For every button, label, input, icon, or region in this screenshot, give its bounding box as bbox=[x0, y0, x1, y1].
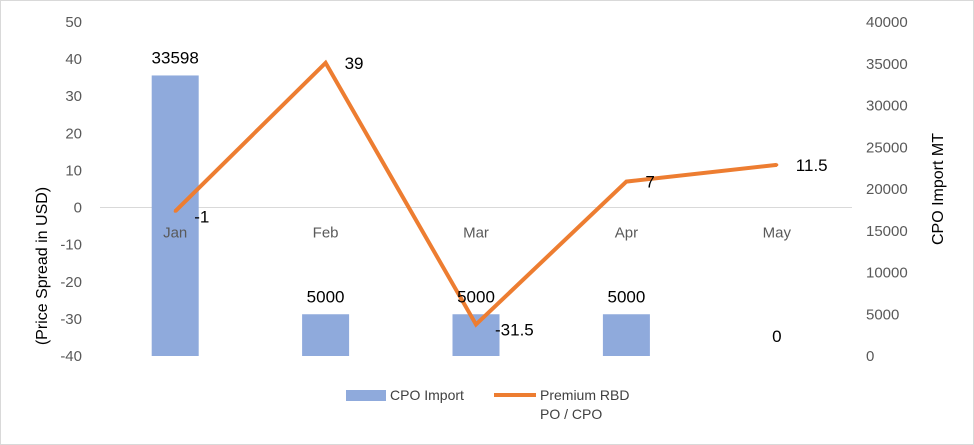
legend-label-premium-line2: PO / CPO bbox=[540, 406, 602, 422]
bar bbox=[302, 314, 350, 356]
category-label: Mar bbox=[463, 225, 489, 242]
category-label: Apr bbox=[615, 225, 638, 242]
bar-data-label: 5000 bbox=[607, 287, 645, 306]
bar-data-label: 0 bbox=[772, 327, 781, 346]
left-tick-label: -40 bbox=[60, 348, 82, 365]
left-tick-label: 20 bbox=[65, 125, 82, 142]
category-label: May bbox=[763, 225, 792, 242]
category-label: Jan bbox=[163, 225, 187, 242]
legend: CPO Import Premium RBD PO / CPO bbox=[346, 387, 629, 422]
line-point bbox=[775, 163, 779, 167]
left-tick-label: -10 bbox=[60, 237, 82, 254]
series-line bbox=[173, 59, 778, 328]
line-data-label: -31.5 bbox=[495, 320, 534, 339]
line-point bbox=[324, 61, 328, 65]
line-data-labels: -1 39 -31.5 7 11.5 bbox=[194, 54, 827, 340]
bar-data-label: 5000 bbox=[307, 287, 345, 306]
bar-data-label: 33598 bbox=[152, 48, 199, 67]
left-tick-label: 50 bbox=[65, 14, 82, 31]
line-series-premium bbox=[173, 59, 779, 328]
right-tick-label: 5000 bbox=[866, 306, 899, 323]
bar-series-cpo-import bbox=[151, 75, 650, 357]
right-tick-label: 35000 bbox=[866, 56, 908, 73]
left-tick-label: 10 bbox=[65, 162, 82, 179]
right-axis-title: CPO Import MT bbox=[930, 133, 947, 245]
category-labels: Jan Feb Mar Apr May bbox=[163, 225, 791, 242]
line-data-label: 7 bbox=[645, 173, 654, 192]
left-tick-label: 30 bbox=[65, 88, 82, 105]
bar-data-label: 5000 bbox=[457, 287, 495, 306]
left-tick-label: 0 bbox=[74, 200, 82, 217]
line-data-label: 39 bbox=[345, 54, 364, 73]
right-tick-label: 0 bbox=[866, 348, 874, 365]
right-tick-label: 15000 bbox=[866, 223, 908, 240]
right-axis-ticks: 0 5000 10000 15000 20000 25000 30000 35000 40000 bbox=[866, 14, 908, 365]
line-data-label: -1 bbox=[194, 207, 209, 226]
right-tick-label: 25000 bbox=[866, 139, 908, 156]
right-tick-label: 20000 bbox=[866, 181, 908, 198]
legend-label-premium: Premium RBD bbox=[540, 387, 629, 403]
line-point bbox=[173, 209, 177, 213]
line-data-label: 11.5 bbox=[796, 156, 828, 175]
right-tick-label: 30000 bbox=[866, 98, 908, 115]
legend-swatch-cpo-import bbox=[346, 390, 386, 401]
bar bbox=[602, 314, 650, 356]
right-tick-label: 10000 bbox=[866, 265, 908, 282]
left-tick-label: 40 bbox=[65, 51, 82, 68]
left-tick-label: -30 bbox=[60, 311, 82, 328]
bar bbox=[151, 75, 199, 357]
left-tick-label: -20 bbox=[60, 274, 82, 291]
category-label: Feb bbox=[313, 225, 339, 242]
legend-label-cpo-import: CPO Import bbox=[390, 387, 464, 403]
bar-data-labels: 33598 5000 5000 5000 0 bbox=[152, 48, 782, 346]
left-axis-title: (Price Spread in USD) bbox=[34, 187, 51, 345]
line-point bbox=[624, 180, 628, 184]
right-tick-label: 40000 bbox=[866, 14, 908, 31]
left-axis-ticks: -40 -30 -20 -10 0 10 20 30 40 50 bbox=[60, 14, 82, 365]
line-point bbox=[474, 322, 478, 326]
